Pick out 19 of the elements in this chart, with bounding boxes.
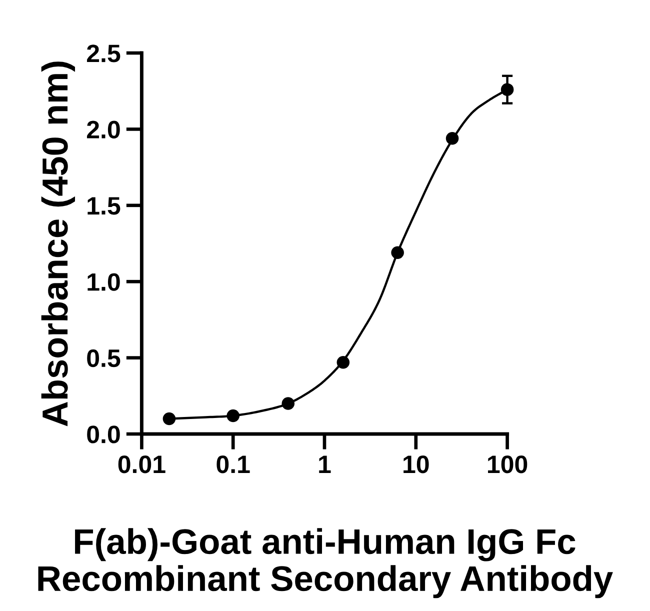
point [282,397,295,410]
x-tick-label: 1 [319,456,331,473]
x-tick-label: 0.1 [216,455,250,474]
point [336,356,350,369]
x-tick-label: 10 [404,455,429,474]
y-axis-title: Absorbance (450 nm) [41,62,76,426]
y-tick-label: 1.5 [88,197,120,215]
point [391,246,404,260]
point [446,132,459,145]
y-tick-label: 0.5 [87,349,120,368]
x-tick-label: 0.01 [118,455,166,474]
x-axis-title: F(ab)-Goat anti-Human IgG Fc Recombinant Secondary Antibody [38,528,613,598]
y-tick-label: 1.0 [88,273,120,291]
point [500,83,514,96]
y-tick-label: 2.5 [86,44,120,62]
y-tick-label: 0.0 [87,426,120,444]
point [226,409,240,422]
x-tick-label: 100 [488,455,528,474]
y-tick-label: 2.0 [86,120,120,139]
